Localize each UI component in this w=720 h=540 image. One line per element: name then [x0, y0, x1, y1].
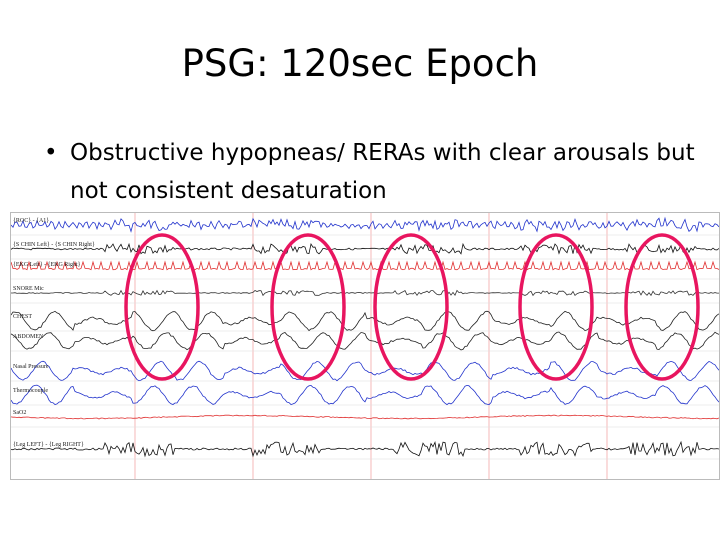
event-highlight-ellipse: [518, 233, 594, 381]
signal-trace-8: [11, 414, 719, 420]
event-highlight-ellipse: [124, 233, 200, 381]
channel-label: ABDOMEN: [13, 334, 44, 340]
signal-trace-6: [11, 360, 719, 382]
channel-label: {ROC} - {A1}: [13, 218, 49, 224]
bullet-symbol: •: [44, 140, 58, 166]
event-highlight-ellipse: [270, 233, 346, 381]
event-highlight-ellipse: [373, 233, 449, 381]
channel-label: {Leg LEFT} - {Leg RIGHT}: [13, 442, 84, 448]
signal-trace-9: [11, 440, 719, 458]
event-highlight-ellipse: [624, 233, 700, 381]
channel-label: Nasal Pressure: [13, 364, 49, 370]
signal-trace-4: [11, 310, 719, 332]
bullet-text: Obstructive hypopneas/ RERAs with clear …: [70, 140, 695, 204]
signal-trace-5: [11, 331, 719, 351]
channel-label: SaO2: [13, 410, 26, 416]
channel-label: {EKG Left} - {EKG Right}: [13, 261, 81, 268]
signal-trace-3: [11, 289, 719, 297]
signal-trace-1: [11, 242, 719, 255]
channel-label: CHEST: [13, 314, 32, 320]
signal-trace-2: [11, 260, 719, 271]
signal-trace-7: [11, 384, 719, 406]
channel-label: {S CHIN Left} - {S CHIN Right}: [13, 241, 95, 248]
psg-svg: {ROC} - {A1} {S CHIN Left} - {S CHIN Righ…: [11, 213, 719, 479]
psg-tracing: {ROC} - {A1} {S CHIN Left} - {S CHIN Righ…: [10, 212, 720, 480]
channel-label: Thermocouple: [13, 388, 48, 394]
signal-trace-0: [11, 216, 719, 233]
slide-title: PSG: 120sec Epoch: [181, 42, 539, 85]
bullet-item: • Obstructive hypopneas/ RERAs with clea…: [44, 134, 710, 210]
channel-label: SNORE Mic: [13, 286, 44, 292]
